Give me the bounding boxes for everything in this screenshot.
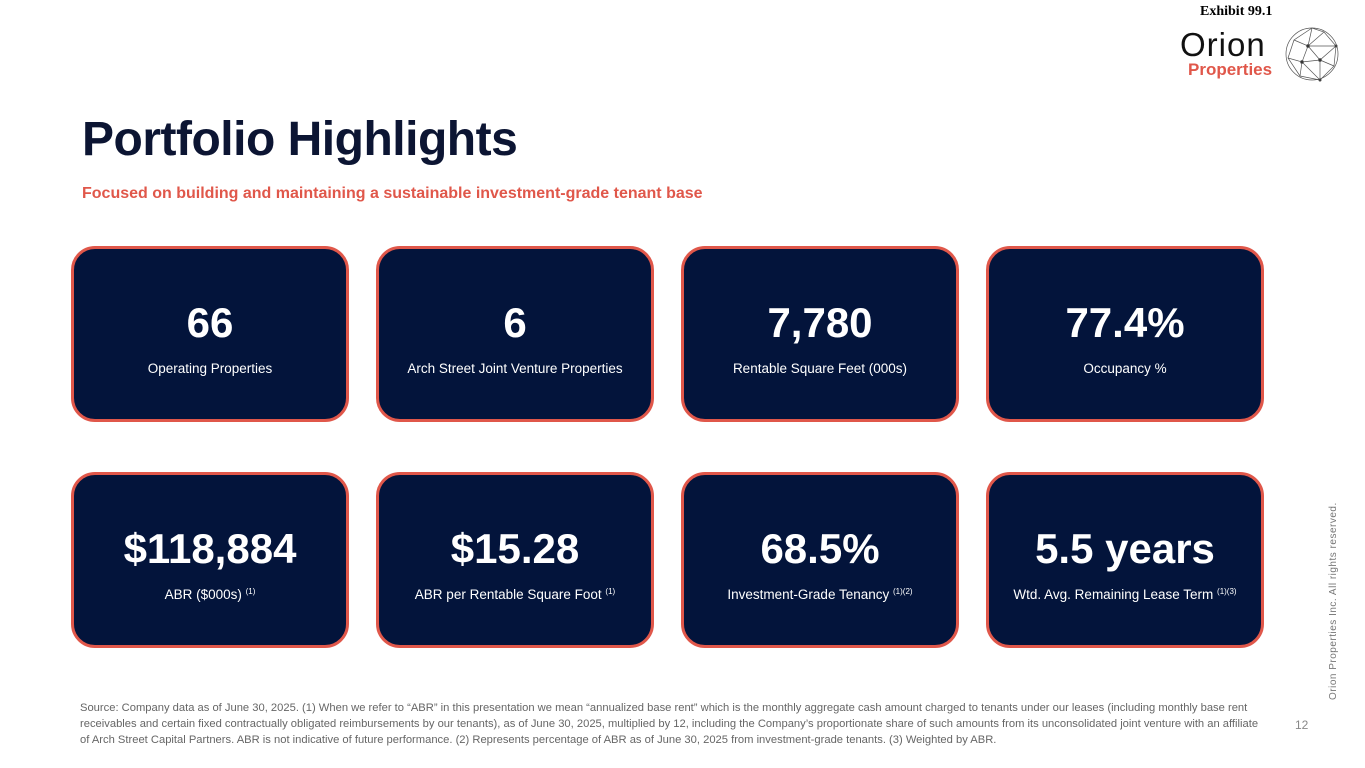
page-subtitle: Focused on building and maintaining a su…	[82, 185, 703, 202]
metric-value: 7,780	[767, 299, 873, 346]
metric-label-text: Occupancy %	[1083, 361, 1167, 376]
metric-footnote-ref: (1)(2)	[893, 587, 913, 596]
exhibit-label: Exhibit 99.1	[1200, 4, 1273, 19]
metric-value: $118,884	[123, 525, 297, 572]
footnote-line: Source: Company data as of June 30, 2025…	[80, 702, 1248, 714]
metric-card: 77.4% Occupancy %	[986, 246, 1264, 422]
metric-label-text: Investment-Grade Tenancy	[727, 587, 890, 602]
metric-label-text: ABR ($000s)	[164, 587, 242, 602]
metric-card: 5.5 years Wtd. Avg. Remaining Lease Term …	[986, 472, 1264, 648]
copyright-notice: Orion Properties Inc. All rights reserve…	[1328, 502, 1339, 700]
metric-value: 6	[503, 299, 527, 346]
metric-footnote-ref: (1)	[245, 587, 256, 596]
metric-label: Occupancy %	[989, 361, 1261, 376]
source-footnote: Source: Company data as of June 30, 2025…	[80, 700, 1258, 748]
metric-value: 5.5 years	[1035, 525, 1215, 572]
page-title: Portfolio Highlights	[82, 113, 518, 166]
metric-label: ABR per Rentable Square Foot (1)	[379, 587, 651, 602]
metric-footnote-ref: (1)(3)	[1217, 587, 1237, 596]
metric-label-text: Arch Street Joint Venture Properties	[407, 361, 623, 376]
metric-value: 77.4%	[1065, 299, 1185, 346]
metric-card: 68.5% Investment-Grade Tenancy (1)(2)	[681, 472, 959, 648]
footnote-line: of Arch Street Capital Partners. ABR is …	[80, 734, 997, 746]
geodesic-sphere-icon	[1285, 27, 1339, 82]
metric-value: 66	[186, 299, 234, 346]
metric-label: Arch Street Joint Venture Properties	[379, 361, 651, 376]
metric-card: 6 Arch Street Joint Venture Properties	[376, 246, 654, 422]
metric-label: ABR ($000s) (1)	[74, 587, 346, 602]
metric-label: Investment-Grade Tenancy (1)(2)	[684, 587, 956, 602]
logo-sub: Properties	[1188, 60, 1273, 79]
metric-label: Rentable Square Feet (000s)	[684, 361, 956, 376]
metric-label-text: ABR per Rentable Square Foot	[414, 587, 602, 602]
metric-value: $15.28	[450, 525, 580, 572]
orion-logo: Orion Properties	[1178, 26, 1348, 86]
logo-name: Orion	[1180, 26, 1266, 63]
metric-label-text: Rentable Square Feet (000s)	[732, 361, 908, 376]
metric-label: Operating Properties	[74, 361, 346, 376]
page-number: 12	[1295, 718, 1309, 732]
metric-card: 66 Operating Properties	[71, 246, 349, 422]
metric-value: 68.5%	[760, 525, 880, 572]
metric-card: $15.28 ABR per Rentable Square Foot (1)	[376, 472, 654, 648]
metric-label: Wtd. Avg. Remaining Lease Term (1)(3)	[989, 587, 1261, 602]
metric-card: 7,780 Rentable Square Feet (000s)	[681, 246, 959, 422]
metric-footnote-ref: (1)	[605, 587, 616, 596]
metric-label-text: Wtd. Avg. Remaining Lease Term	[1013, 587, 1214, 602]
footnote-line: receivables and certain fixed contractua…	[80, 718, 1259, 730]
metric-label-text: Operating Properties	[147, 361, 273, 376]
metric-card: $118,884 ABR ($000s) (1)	[71, 472, 349, 648]
